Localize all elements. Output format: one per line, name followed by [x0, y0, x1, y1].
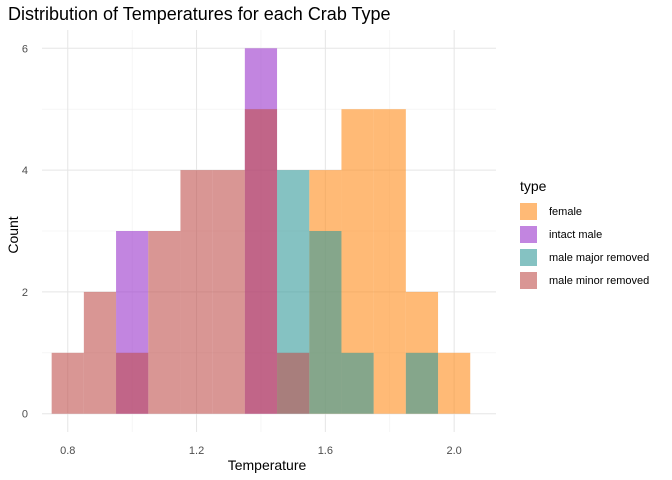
legend-key-swatch — [520, 272, 537, 289]
x-tick-label: 1.2 — [189, 445, 204, 457]
legend-item: male major removed — [520, 246, 649, 269]
y-tick-label: 6 — [22, 43, 28, 55]
x-tick-label: 1.6 — [318, 445, 333, 457]
bar-male-minor-removed — [244, 109, 278, 414]
y-tick-label: 4 — [22, 165, 28, 177]
bar-male-minor-removed — [83, 291, 117, 414]
legend-key-swatch — [520, 249, 537, 266]
x-tick-label: 2.0 — [446, 445, 461, 457]
bar-male-minor-removed — [116, 352, 149, 414]
bar-male-minor-removed — [148, 231, 181, 414]
bar-male-minor-removed — [277, 352, 310, 414]
bar-female — [438, 352, 471, 414]
bar-female — [373, 109, 406, 414]
legend-item: female — [520, 200, 649, 223]
bar-male-major-removed — [405, 352, 439, 414]
x-axis-ticks: 0.8 1.2 1.6 2.0 — [60, 445, 462, 457]
bar-male-major-removed — [309, 231, 342, 414]
bar-male-minor-removed — [51, 352, 84, 414]
x-tick-label: 0.8 — [60, 445, 75, 457]
legend-item: intact male — [520, 223, 649, 246]
legend-key-swatch — [520, 203, 537, 220]
y-tick-label: 2 — [22, 287, 28, 299]
legend-key-swatch — [520, 226, 537, 243]
y-axis-title: Count — [5, 216, 21, 253]
legend-label: intact male — [549, 228, 603, 241]
legend-items: female intact male male major removed male … — [520, 200, 649, 292]
bar-male-major-removed — [341, 352, 374, 414]
legend-item: male minor removed — [520, 269, 649, 292]
bar-male-minor-removed — [180, 170, 213, 414]
legend-label: male major removed — [549, 251, 650, 264]
chart-title: Distribution of Temperatures for each Cr… — [8, 4, 391, 24]
y-tick-label: 0 — [22, 409, 28, 421]
bars — [51, 48, 471, 414]
bar-male-minor-removed — [212, 170, 245, 414]
legend-title: type — [520, 178, 547, 194]
y-axis-ticks: 0 2 4 6 — [22, 43, 28, 420]
x-axis-title: Temperature — [228, 457, 307, 473]
legend-label: female — [549, 205, 583, 218]
legend: type female intact male male major removed… — [520, 178, 649, 292]
legend-label: male minor removed — [549, 274, 650, 287]
